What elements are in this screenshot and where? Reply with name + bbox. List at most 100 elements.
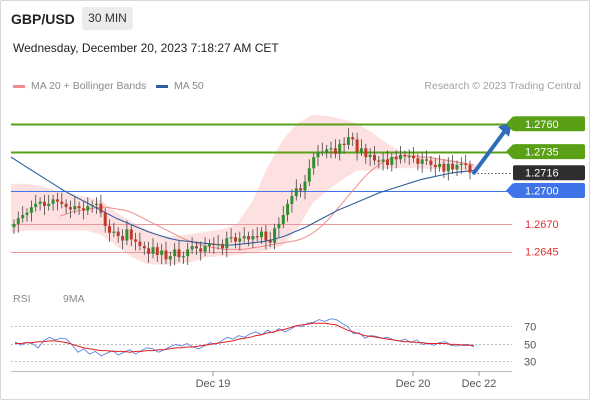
candle-body <box>155 247 159 255</box>
candle-body <box>407 156 411 158</box>
candle-body <box>399 154 402 160</box>
candle-body <box>433 164 437 168</box>
candle-body <box>416 158 420 164</box>
candle-body <box>86 206 90 211</box>
candle-body <box>12 223 16 228</box>
candle-body <box>386 159 389 165</box>
candle-body <box>147 248 151 254</box>
level-tag-pointer <box>506 116 513 132</box>
ma50-swatch <box>156 84 168 88</box>
candle-body <box>325 149 329 152</box>
candle-body <box>451 163 455 170</box>
legend-ma50-label: MA 50 <box>174 80 204 92</box>
candle-body <box>25 212 29 215</box>
level-label: 1.2700 <box>525 186 559 198</box>
candle-body <box>125 229 129 241</box>
candle-body <box>277 223 281 229</box>
candle-body <box>290 196 294 204</box>
candle-body <box>260 231 263 238</box>
candle-body <box>38 201 42 204</box>
candle-body <box>77 206 81 209</box>
candle-body <box>42 201 46 206</box>
candle-body <box>151 247 155 254</box>
candle-body <box>320 151 324 153</box>
candle-body <box>299 188 303 191</box>
candle-body <box>112 231 116 233</box>
candle-body <box>251 236 255 240</box>
rsi-tick-label: 70 <box>524 322 536 334</box>
candle-body <box>359 148 363 152</box>
rsi-tick-label: 50 <box>524 340 536 352</box>
candle-body <box>129 229 133 240</box>
candle-body <box>177 249 181 258</box>
candle-body <box>307 168 311 182</box>
candle-body <box>108 226 111 233</box>
candle-body <box>342 143 346 145</box>
candle-body <box>303 181 307 191</box>
candle-body <box>346 137 350 145</box>
candle-body <box>459 163 463 165</box>
candle-body <box>316 151 320 158</box>
candle-body <box>294 188 298 197</box>
timestamp: Wednesday, December 20, 2023 7:18:27 AM … <box>13 41 279 55</box>
candle-body <box>403 154 407 157</box>
candle-body <box>438 163 442 168</box>
candle-body <box>121 236 125 241</box>
forecast-arrow <box>472 128 507 175</box>
candle-body <box>286 203 290 215</box>
candle-body <box>446 163 450 172</box>
candle-body <box>281 215 285 224</box>
candle-body <box>464 163 468 165</box>
candle-body <box>51 199 55 204</box>
time-tick-label: Dec 20 <box>396 378 431 390</box>
ma20-swatch <box>13 84 25 88</box>
candle-body <box>255 236 259 238</box>
candle-body <box>225 238 229 249</box>
candle-body <box>207 243 211 247</box>
legend-rsi: RSI <box>13 293 31 305</box>
rsi-ma-line <box>15 322 474 353</box>
time-tick-label: Dec 19 <box>196 378 231 390</box>
candle-body <box>312 157 316 169</box>
rsi-tick-label: 30 <box>524 357 536 369</box>
level-label: 1.2716 <box>525 168 559 180</box>
candle-body <box>168 256 172 260</box>
candle-body <box>29 207 33 213</box>
candle-body <box>329 148 333 150</box>
candle-body <box>73 206 77 210</box>
candle-body <box>160 250 164 255</box>
level-tag <box>513 144 585 160</box>
candle-body <box>442 163 446 172</box>
candle-body <box>468 164 472 173</box>
candle-body <box>420 159 424 164</box>
candle-body <box>103 212 107 226</box>
candle-body <box>381 159 385 162</box>
instrument-title: GBP/USD <box>11 11 75 27</box>
level-tag-pointer <box>506 183 513 198</box>
candle-body <box>355 139 359 152</box>
candle-body <box>64 203 68 208</box>
candle-body <box>390 157 394 165</box>
level-tag-pointer <box>506 144 513 160</box>
rsi-line <box>14 318 475 357</box>
candle-body <box>134 239 138 242</box>
level-tag <box>513 116 585 132</box>
candle-body <box>234 237 237 242</box>
candle-body <box>412 156 415 159</box>
candle-body <box>69 207 72 210</box>
candle-body <box>21 215 25 219</box>
candle-body <box>47 203 51 206</box>
legend-ma20-label: MA 20 + Bollinger Bands <box>31 80 147 92</box>
legend-ma20: MA 20 + Bollinger Bands <box>13 80 146 92</box>
level-label: 1.2760 <box>525 119 559 131</box>
candle-body <box>34 203 38 208</box>
candle-body <box>268 240 272 243</box>
credit-text: Research © 2023 Trading Central <box>424 80 581 92</box>
candle-body <box>212 243 216 246</box>
timeframe-button[interactable]: 30 MIN <box>82 7 133 30</box>
legend-rsi-ma: 9MA <box>63 293 85 305</box>
level-label: 1.2645 <box>525 247 559 259</box>
legend-rsi-label: RSI <box>13 293 31 305</box>
level-label: 1.2670 <box>525 219 559 231</box>
